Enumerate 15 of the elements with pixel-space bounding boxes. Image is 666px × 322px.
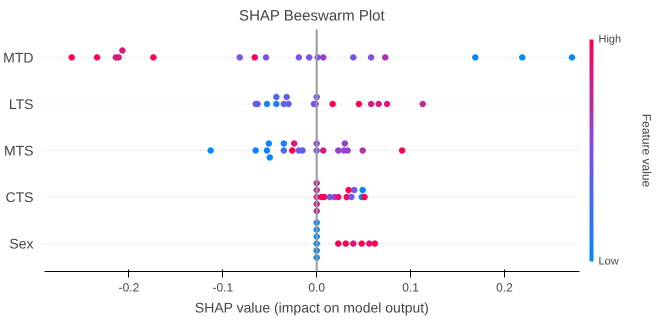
y-tick-label: Sex (9, 236, 34, 252)
chart-title: SHAP Beeswarm Plot (239, 8, 386, 24)
x-tick-label: 0.0 (308, 280, 326, 294)
x-tick-label: -0.1 (212, 280, 234, 294)
y-tick-label: LTS (8, 96, 34, 112)
x-tick-label: 0.1 (402, 280, 420, 294)
y-tick-label: CTS (6, 189, 34, 206)
color-bar-title: Feature value (640, 114, 654, 188)
x-tick-label: 0.2 (496, 280, 514, 294)
x-tick-label: -0.2 (118, 280, 140, 294)
x-axis-title: SHAP value (impact on model output) (194, 300, 429, 316)
y-tick-label: MTD (3, 49, 34, 66)
color-bar-label: High (598, 34, 622, 46)
y-tick-label: MTS (4, 142, 34, 158)
color-bar-label: Low (598, 256, 619, 268)
